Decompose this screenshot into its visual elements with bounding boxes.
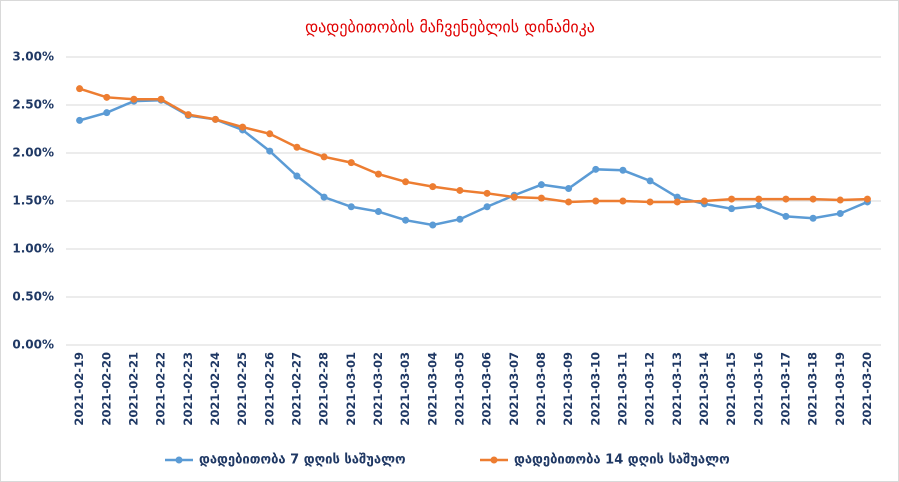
x-tick-label: 2021-03-20 <box>860 352 874 426</box>
data-point <box>293 143 301 151</box>
data-point <box>863 195 871 203</box>
data-point <box>836 196 844 204</box>
data-point <box>673 193 681 201</box>
x-tick-label: 2021-03-04 <box>425 352 439 426</box>
data-point <box>728 195 736 203</box>
y-tick-label: 0.50% <box>12 290 54 304</box>
data-point <box>402 216 410 224</box>
data-point <box>537 194 545 202</box>
data-point <box>293 172 301 180</box>
data-point <box>537 181 545 189</box>
data-point <box>782 195 790 203</box>
data-point <box>646 198 654 206</box>
legend-marker <box>490 456 498 464</box>
x-tick-label: 2021-03-11 <box>615 352 629 426</box>
data-point <box>565 198 573 206</box>
data-point <box>130 95 138 103</box>
data-point <box>239 123 247 131</box>
y-tick-label: 2.00% <box>12 146 54 160</box>
x-tick-label: 2021-03-19 <box>833 352 847 426</box>
data-point <box>728 205 736 213</box>
x-tick-label: 2021-02-19 <box>72 352 86 426</box>
chart-title: დადებითობის მაჩვენებლის დინამიკა <box>305 18 595 37</box>
data-point <box>510 193 518 201</box>
x-tick-label: 2021-02-25 <box>235 352 249 426</box>
data-point <box>836 209 844 217</box>
data-point <box>429 183 437 191</box>
data-point <box>374 208 382 216</box>
x-tick-label: 2021-03-16 <box>751 352 765 426</box>
data-point <box>592 165 600 173</box>
x-tick-label: 2021-02-22 <box>154 352 168 426</box>
data-point <box>266 147 274 155</box>
x-tick-label: 2021-03-18 <box>806 352 820 426</box>
data-point <box>809 195 817 203</box>
x-tick-label: 2021-03-10 <box>588 352 602 426</box>
x-tick-label: 2021-02-21 <box>126 352 140 426</box>
data-point <box>347 203 355 211</box>
legend-label: დადებითობა 14 დღის საშუალო <box>514 453 730 468</box>
data-point <box>755 195 763 203</box>
data-point <box>456 186 464 194</box>
legend-label: დადებითობა 7 დღის საშუალო <box>199 453 406 468</box>
data-point <box>646 177 654 185</box>
x-tick-label: 2021-03-03 <box>398 352 412 426</box>
data-point <box>483 203 491 211</box>
data-point <box>103 109 111 117</box>
data-point <box>429 221 437 229</box>
x-tick-label: 2021-03-02 <box>371 352 385 426</box>
x-tick-label: 2021-03-12 <box>643 352 657 426</box>
data-point <box>157 95 165 103</box>
y-tick-label: 1.00% <box>12 242 54 256</box>
y-tick-label: 2.50% <box>12 98 54 112</box>
x-tick-label: 2021-03-14 <box>697 352 711 426</box>
data-point <box>211 115 219 123</box>
series-line <box>79 87 868 204</box>
x-tick-label: 2021-03-13 <box>670 352 684 426</box>
x-tick-label: 2021-03-06 <box>480 352 494 426</box>
data-point <box>755 202 763 210</box>
data-point <box>700 197 708 205</box>
data-point <box>374 170 382 178</box>
x-tick-label: 2021-02-23 <box>181 352 195 426</box>
data-point <box>76 116 84 124</box>
data-point <box>809 214 817 222</box>
legend-marker <box>175 456 183 464</box>
x-tick-label: 2021-03-17 <box>778 352 792 426</box>
y-tick-label: 3.00% <box>12 50 54 64</box>
x-tick-label: 2021-03-08 <box>534 352 548 426</box>
x-tick-label: 2021-03-15 <box>724 352 738 426</box>
data-point <box>266 130 274 138</box>
x-tick-label: 2021-02-24 <box>208 352 222 426</box>
data-point <box>456 215 464 223</box>
data-point <box>673 198 681 206</box>
data-point <box>483 189 491 197</box>
y-tick-label: 0.00% <box>12 338 54 352</box>
x-tick-label: 2021-02-28 <box>317 352 331 426</box>
x-tick-label: 2021-02-27 <box>289 352 303 426</box>
data-point <box>320 153 328 161</box>
data-point <box>592 197 600 205</box>
data-point <box>619 166 627 174</box>
x-tick-label: 2021-02-26 <box>262 352 276 426</box>
data-point <box>320 193 328 201</box>
data-point <box>619 197 627 205</box>
x-tick-label: 2021-02-20 <box>99 352 113 426</box>
x-tick-label: 2021-03-01 <box>344 352 358 426</box>
data-point <box>184 111 192 119</box>
x-tick-label: 2021-03-07 <box>507 352 521 426</box>
data-point <box>402 178 410 186</box>
x-tick-label: 2021-03-05 <box>452 352 466 426</box>
data-point <box>76 85 84 93</box>
data-point <box>103 93 111 101</box>
x-tick-label: 2021-03-09 <box>561 352 575 426</box>
data-point <box>347 159 355 167</box>
y-tick-label: 1.50% <box>12 194 54 208</box>
data-point <box>565 185 573 193</box>
data-point <box>782 212 790 220</box>
